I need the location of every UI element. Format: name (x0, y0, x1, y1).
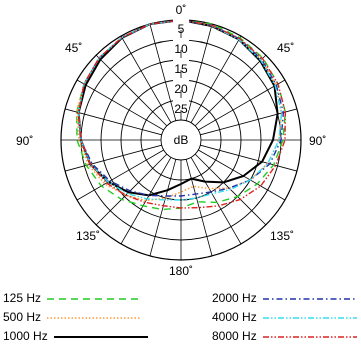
grid-spoke-210 (120, 157, 172, 245)
angle-label: 135˚ (270, 229, 294, 243)
legend-item: 2000 Hz (212, 290, 359, 307)
db-tick-label: 15 (174, 62, 188, 76)
db-tick-bg (173, 98, 189, 110)
polar-labels: 5 10 15 20 25 dB 0˚ 45˚ 45˚ 90˚ 90˚ 135˚ 135˚ 180˚ (16, 3, 326, 278)
legend-label: 8000 Hz (212, 329, 257, 344)
db-tick-label: 10 (174, 42, 188, 56)
grid-spoke-45 (194, 54, 267, 127)
grid-spoke-195 (149, 159, 177, 257)
legend-item: 1000 Hz (3, 328, 150, 345)
grid-spoke-315 (95, 54, 168, 127)
grid-spoke-150 (190, 157, 242, 245)
legend-label: 2000 Hz (212, 291, 257, 306)
db-tick-label: 5 (178, 22, 185, 36)
angle-label: 0˚ (176, 3, 187, 17)
series-line-5 (77, 19, 286, 209)
grid-spoke-225 (95, 153, 168, 226)
legend-swatch (262, 298, 357, 300)
grid-spoke-75 (200, 108, 298, 136)
grid-spoke-345 (149, 23, 177, 121)
legend: 125 Hz 500 Hz 1000 Hz 2000 Hz 4000 Hz 8000 Hz (0, 290, 361, 346)
grid-spoke-120 (198, 149, 286, 201)
db-tick-label: 20 (174, 82, 188, 96)
legend-swatch (47, 317, 142, 319)
grid-spoke-15 (185, 23, 213, 121)
legend-item: 125 Hz (3, 290, 143, 307)
db-tick-bg (173, 58, 189, 70)
db-tick-bg (173, 78, 189, 90)
angle-label: 45˚ (65, 41, 82, 55)
unit-label: dB (174, 133, 189, 147)
polar-chart: 5 10 15 20 25 dB 0˚ 45˚ 45˚ 90˚ 90˚ 135˚ 135˚ 180˚ (16, 3, 326, 278)
db-tick-bg (173, 38, 189, 50)
grid-spoke-330 (120, 35, 172, 123)
grid-spoke-300 (76, 79, 164, 131)
polar-series (76, 19, 286, 211)
legend-item: 500 Hz (3, 309, 143, 326)
grid-spoke-240 (76, 149, 164, 201)
legend-item: 4000 Hz (212, 309, 359, 326)
unit-bg (171, 133, 191, 147)
angle-label: 180˚ (169, 264, 193, 278)
angle-label: 45˚ (277, 41, 294, 55)
db-tick-bg (173, 18, 189, 30)
series-line-2 (77, 19, 279, 197)
legend-label: 500 Hz (3, 310, 42, 325)
legend-item: 8000 Hz (212, 328, 359, 345)
legend-label: 1000 Hz (3, 329, 48, 344)
grid-spoke-30 (190, 35, 242, 123)
grid-spoke-255 (64, 144, 162, 172)
angle-label: 90˚ (16, 134, 33, 148)
grid-spoke-285 (64, 108, 162, 136)
grid-spoke-60 (198, 79, 286, 131)
legend-swatch (262, 336, 357, 338)
db-tick-label: 25 (174, 102, 188, 116)
angle-label: 90˚ (309, 134, 326, 148)
legend-label: 4000 Hz (212, 310, 257, 325)
legend-swatch (53, 335, 148, 338)
grid-spoke-165 (185, 159, 213, 257)
grid-spoke-105 (200, 144, 298, 172)
legend-swatch (47, 298, 142, 300)
legend-swatch (262, 317, 357, 319)
angle-label: 135˚ (76, 229, 100, 243)
legend-label: 125 Hz (3, 291, 42, 306)
